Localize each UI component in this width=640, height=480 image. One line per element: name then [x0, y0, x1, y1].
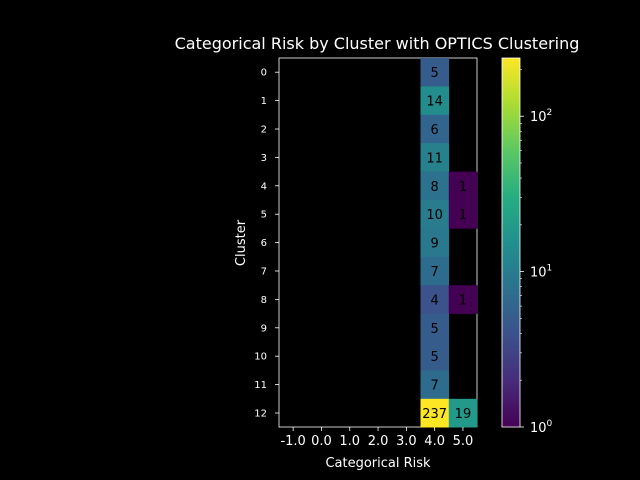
y-tick-label: 5 — [261, 210, 267, 221]
colorbar — [501, 57, 521, 428]
x-tick-label: 1.0 — [339, 434, 360, 449]
cell-value-label: 1 — [459, 293, 467, 308]
colorbar-tick-label: 100 — [530, 419, 553, 436]
colorbar-tick-exponent: 2 — [547, 108, 553, 118]
chart-title: Categorical Risk by Cluster with OPTICS … — [175, 34, 580, 53]
heatmap-cell — [420, 256, 450, 286]
x-tick-label: -1.0 — [280, 434, 305, 449]
colorbar-tick-label: 102 — [530, 108, 552, 125]
heatmap-cell — [420, 114, 450, 144]
colorbar-tick-base: 10 — [530, 110, 547, 125]
x-tick-label: 3.0 — [396, 434, 417, 449]
x-tick-label: 0.0 — [311, 434, 332, 449]
x-tick-label: 5.0 — [453, 434, 474, 449]
cell-value-label: 1 — [459, 208, 467, 223]
cell-value-label: 5 — [431, 66, 439, 81]
cell-value-label: 237 — [422, 407, 447, 422]
heatmap-cell — [448, 285, 478, 314]
cell-value-label: 7 — [431, 379, 439, 394]
y-tick-label: 9 — [261, 323, 267, 334]
y-tick-label: 3 — [261, 153, 267, 164]
heatmap-cell — [420, 398, 450, 428]
y-tick-label: 4 — [261, 181, 267, 192]
y-tick-label: 0 — [261, 68, 267, 79]
colorbar-tick-exponent: 1 — [547, 264, 553, 274]
cell-value-label: 10 — [426, 208, 443, 223]
colorbar-tick-exponent: 0 — [547, 419, 553, 429]
y-tick-label: 6 — [261, 238, 267, 249]
y-axis-label: Cluster — [234, 219, 249, 266]
y-tick-label: 12 — [254, 409, 267, 420]
heatmap-cell — [420, 58, 450, 87]
x-axis-label: Categorical Risk — [325, 456, 431, 471]
cell-value-label: 1 — [459, 180, 467, 195]
cell-value-label: 6 — [431, 123, 439, 138]
y-tick-label: 8 — [261, 295, 267, 306]
heatmap-cell — [420, 342, 450, 371]
cell-value-label: 7 — [431, 265, 439, 280]
heatmap-cell — [420, 143, 450, 172]
cell-value-label: 19 — [455, 407, 472, 422]
heatmap-cell — [448, 200, 478, 229]
x-tick-label: 4.0 — [424, 434, 445, 449]
heatmap-cell — [420, 171, 450, 201]
x-tick-label: 2.0 — [368, 434, 389, 449]
colorbar-tick-base: 10 — [530, 266, 547, 281]
colorbar-tick-base: 10 — [530, 421, 547, 436]
cell-value-label: 14 — [426, 95, 443, 110]
y-tick-label: 1 — [261, 96, 267, 107]
heatmap-cell — [448, 398, 478, 428]
y-tick-label: 11 — [254, 380, 267, 391]
cell-value-label: 11 — [426, 151, 443, 166]
cell-value-label: 4 — [431, 293, 439, 308]
heatmap-cell — [420, 370, 450, 400]
cell-value-label: 8 — [431, 180, 439, 195]
y-tick-label: 10 — [254, 352, 267, 363]
y-tick-label: 7 — [261, 267, 267, 278]
cell-value-label: 5 — [431, 322, 439, 337]
cell-value-label: 9 — [431, 237, 439, 252]
colorbar-tick-label: 101 — [530, 264, 552, 281]
heatmap-cell — [420, 228, 450, 258]
cell-value-label: 5 — [431, 350, 439, 365]
heatmap-cell — [420, 200, 450, 229]
heatmap-cell — [420, 86, 450, 116]
heatmap-cell — [420, 313, 450, 343]
heatmap-cell — [448, 171, 478, 201]
x-axis-ticks: -1.0 0.0 1.0 2.0 3.0 4.0 5.0 — [280, 427, 473, 449]
heatmap-cell — [420, 285, 450, 314]
y-tick-label: 2 — [261, 125, 267, 136]
